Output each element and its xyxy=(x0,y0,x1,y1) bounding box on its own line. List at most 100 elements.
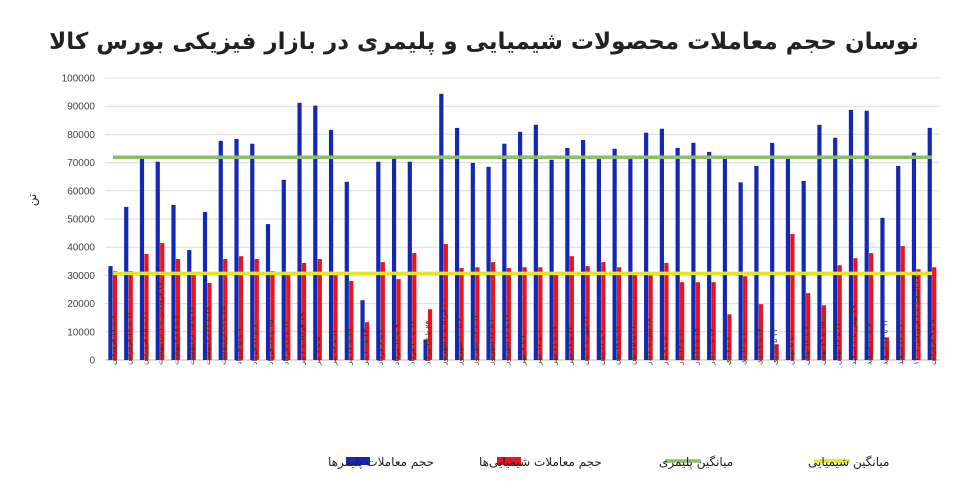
polymer-bar xyxy=(265,224,271,360)
polymer-bar xyxy=(124,206,129,360)
y-tick-label: 50000 xyxy=(67,215,95,226)
chemical-bar xyxy=(664,262,669,360)
chemical-bar xyxy=(238,256,244,360)
x-tick-label: ۱۹ تا ۲۳ تیر xyxy=(345,329,354,366)
x-tick-label: ۲۳ تا ۲۷ مرداد xyxy=(423,320,432,365)
legend-label: میانگین شیمیایی xyxy=(808,455,889,470)
chemical-bar xyxy=(475,267,480,360)
polymer-bar xyxy=(234,138,239,360)
x-tick-label: ۵ تا ۹ فروردین xyxy=(928,319,937,365)
polymer-bar xyxy=(281,179,286,360)
legend-swatch xyxy=(346,457,370,465)
x-tick-label: ۹ تا ۱۳ مرداد xyxy=(392,324,401,365)
polymer-bar xyxy=(533,124,538,360)
x-tick-label: ۲۵ تا ۲۹ اردیبهشت xyxy=(219,306,228,365)
y-axis-label: تن xyxy=(25,194,40,206)
polymer-bar xyxy=(391,158,397,360)
chemical-bar xyxy=(884,337,890,360)
polymer-bar xyxy=(596,158,601,360)
x-tick-label: ۲۸ آبان تا ۲ آذر xyxy=(643,318,653,366)
chemical-bar xyxy=(821,305,827,360)
chemical-bar xyxy=(743,276,748,360)
polymer-bar xyxy=(801,180,806,360)
chemical-bar xyxy=(711,282,716,360)
x-tick-label: ۱۷ تا ۲۱ دی xyxy=(754,328,763,365)
chemical-bar xyxy=(522,267,527,360)
x-tick-label: ۱۶ تا ۲۰ مرداد xyxy=(408,320,417,365)
y-tick-label: 10000 xyxy=(67,327,95,338)
x-tick-label: ۱ تا ۵ خرداد xyxy=(234,328,243,365)
y-tick-label: 40000 xyxy=(67,243,95,254)
x-tick-label: ۲۱ تا ۲۵ فروردین xyxy=(140,311,149,365)
x-tick-label: ۶ تا ۱۰ اسفند xyxy=(865,323,874,365)
x-tick-label: ۳ تا ۷ مهر xyxy=(518,334,527,366)
chemical-bar xyxy=(207,283,212,360)
x-tick-label: ۳۰ مرداد تا ۳ شهریور xyxy=(439,299,448,366)
x-tick-label: ۲۲ تا ۲۶ بهمن xyxy=(833,322,842,365)
polymer-bar xyxy=(139,158,145,360)
polymer-bar xyxy=(549,159,554,360)
polymer-bar xyxy=(691,142,696,360)
chemical-bar xyxy=(900,246,905,360)
polymer-bar xyxy=(675,147,680,360)
chemical-bar xyxy=(601,262,606,360)
y-tick-label: 30000 xyxy=(67,271,95,282)
polymer-bar xyxy=(218,140,223,360)
y-tick-label: 80000 xyxy=(67,130,95,141)
x-tick-label: ۲۶ تا ۳۰ آذر xyxy=(706,328,716,366)
polymer-bar xyxy=(344,181,349,360)
polymer-bar xyxy=(376,161,381,360)
x-axis-labels: ۷ تا ۱۱ فروردین ۱۴ تا ۱۸ فروردین ۲۱ تا ۲۵ … xyxy=(108,276,936,366)
x-tick-label: ۱۵ تا ۱۹ بهمن xyxy=(817,322,826,365)
chemical-bar xyxy=(459,268,464,360)
polymer-bar xyxy=(864,110,869,360)
polymer-bar xyxy=(187,250,192,360)
polymer-bar xyxy=(754,165,759,360)
chemical-bar xyxy=(412,253,417,360)
chemical-bar xyxy=(128,271,133,360)
polymer-bar xyxy=(407,161,412,360)
chemical-bar xyxy=(380,262,385,360)
chemical-bar xyxy=(144,253,149,360)
polymer-bar xyxy=(880,217,885,360)
y-axis-ticks: 0 10000 20000 30000 40000 50000 60000 70000 8000… xyxy=(62,74,96,367)
polymer-bar xyxy=(644,132,649,360)
polymer-bar xyxy=(628,158,633,360)
chemical-bar xyxy=(538,267,543,360)
x-tick-label: ۱۰ تا ۱۴ دی xyxy=(739,328,748,365)
chemical-bar xyxy=(774,344,779,360)
x-tick-label: ۲۰ تا ۲۴ شهریور xyxy=(486,314,495,366)
y-tick-label: 70000 xyxy=(67,158,95,169)
chemical-bar xyxy=(317,259,322,360)
x-tick-label: ۲ تا ۶ مرداد xyxy=(376,328,385,365)
polymer-bar xyxy=(297,102,302,360)
x-tick-label: ۱۲ تا ۱۶ تیر xyxy=(329,329,338,366)
x-tick-label: ۲۷ اسفند تا ۲ فروردین ۱۴۰۱ xyxy=(912,276,921,365)
polymer-bar xyxy=(250,143,255,360)
chemical-bar xyxy=(617,267,622,360)
polymer-bar xyxy=(518,131,523,360)
legend-label: میانگین پلیمری xyxy=(659,455,733,470)
x-tick-label: ۲۷ تا ۳۱ شهریور xyxy=(502,314,511,366)
legend-label: حجم معاملات پلیمرها xyxy=(328,455,434,470)
chemical-bar xyxy=(506,268,511,360)
chemical-bar xyxy=(270,271,275,360)
x-tick-label: ۸ تا ۱۲ خرداد xyxy=(250,324,259,365)
x-tick-label: ۲۴ تا ۲۸ مهر xyxy=(565,326,574,366)
polymer-bar xyxy=(454,127,460,360)
x-tick-label: ۱۴ تا ۱۸ فروردین xyxy=(124,311,133,365)
polymer-bar xyxy=(486,166,491,360)
polymer-bar xyxy=(848,109,854,360)
x-tick-label: ۱۰ تا ۱۴ مهر xyxy=(534,326,543,366)
x-tick-label: ۴ تا ۸ اردیبهشت xyxy=(171,315,180,366)
chemical-bar xyxy=(569,256,574,360)
polymer-bar xyxy=(833,137,838,360)
gridlines xyxy=(105,77,940,361)
chemical-bar xyxy=(349,281,354,360)
x-tick-label: ۳ تا ۷ دی xyxy=(723,336,732,365)
chemical-bar xyxy=(364,322,370,360)
polymer-bar xyxy=(502,143,507,360)
chemical-bar xyxy=(632,275,637,360)
y-tick-label: 0 xyxy=(89,356,95,367)
